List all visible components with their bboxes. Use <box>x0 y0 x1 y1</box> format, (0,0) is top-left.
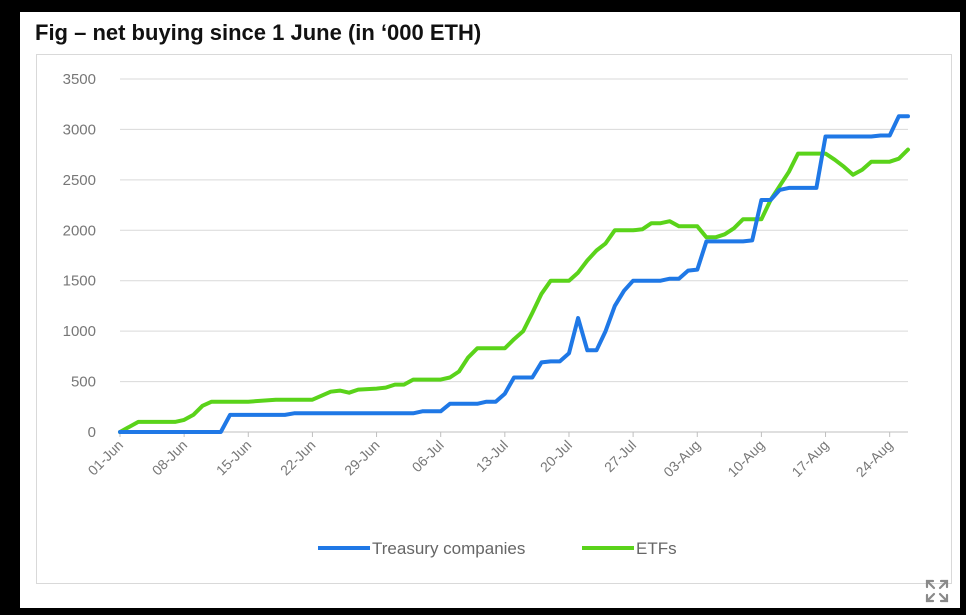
y-tick-label: 500 <box>71 374 96 391</box>
expand-arrows-icon <box>925 579 949 603</box>
x-tick-label: 03-Aug <box>660 437 703 480</box>
y-tick-label: 1000 <box>63 323 96 340</box>
x-tick-label: 29-Jun <box>341 437 383 479</box>
x-tick-label: 17-Aug <box>788 437 831 480</box>
y-tick-label: 3000 <box>63 121 96 138</box>
x-tick-label: 01-Jun <box>85 437 127 479</box>
x-tick-label: 08-Jun <box>149 437 191 479</box>
plot-area-border <box>36 54 952 584</box>
y-tick-label: 2500 <box>63 172 96 189</box>
x-tick-label: 13-Jul <box>473 437 511 475</box>
y-tick-label: 1500 <box>63 273 96 290</box>
treasury-companies-line <box>118 114 910 434</box>
chart-title: Fig – net buying since 1 June (in ‘000 E… <box>35 20 482 45</box>
x-tick-label: 06-Jul <box>409 437 447 475</box>
x-tick-label: 10-Aug <box>724 437 767 480</box>
etfs-line <box>118 147 910 434</box>
y-tick-label: 2000 <box>63 222 96 239</box>
legend-label: ETFs <box>636 539 677 558</box>
x-tick-label: 22-Jun <box>277 437 319 479</box>
y-tick-label: 3500 <box>63 71 96 88</box>
legend-label: Treasury companies <box>372 539 525 558</box>
x-tick-label: 24-Aug <box>853 437 896 480</box>
x-tick-label: 27-Jul <box>601 437 639 475</box>
x-tick-label: 15-Jun <box>213 437 255 479</box>
expand-button[interactable] <box>922 576 952 606</box>
y-tick-label: 0 <box>88 424 96 441</box>
x-tick-label: 20-Jul <box>537 437 575 475</box>
chart-frame: Fig – net buying since 1 June (in ‘000 E… <box>20 12 960 608</box>
line-chart: 0 500 1000 1500 2000 2500 3000 3500 01-Jun 08-Jun… <box>63 71 910 558</box>
